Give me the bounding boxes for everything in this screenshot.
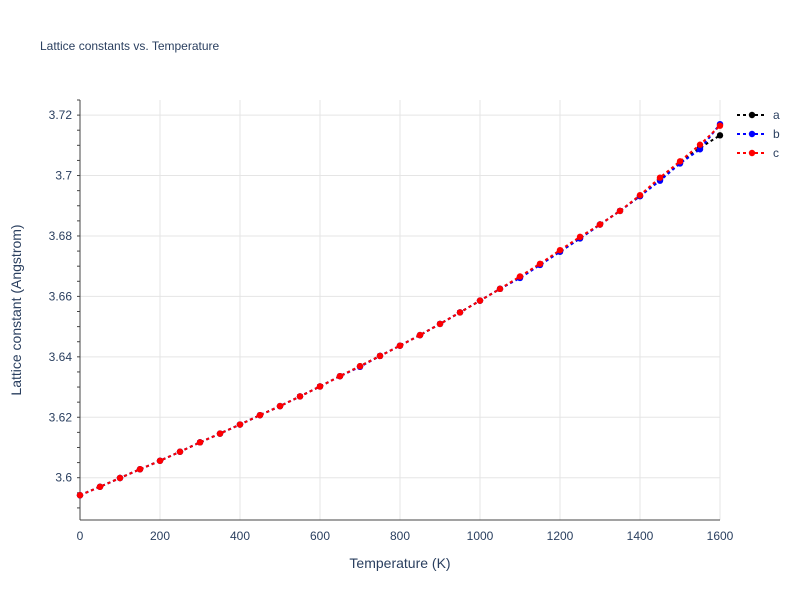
x-tick-label: 600 [310, 529, 330, 543]
y-tick-label: 3.66 [49, 289, 73, 303]
data-point-c[interactable] [316, 383, 324, 390]
data-point-c[interactable] [456, 309, 464, 316]
data-point-c[interactable] [236, 421, 244, 428]
legend-item-b[interactable]: b [737, 127, 780, 141]
data-point-c[interactable] [156, 457, 164, 464]
data-point-c[interactable] [136, 466, 144, 473]
data-point-c[interactable] [536, 260, 544, 267]
legend-swatch-marker [748, 130, 756, 138]
data-point-c[interactable] [76, 492, 84, 499]
data-point-c[interactable] [556, 246, 564, 254]
x-tick-label: 200 [150, 529, 170, 543]
data-point-c[interactable] [196, 439, 204, 446]
y-tick-label: 3.72 [49, 108, 73, 122]
x-tick-label: 1400 [627, 529, 654, 543]
data-point-c[interactable] [636, 191, 644, 199]
x-tick-label: 1600 [707, 529, 734, 543]
data-point-c[interactable] [256, 411, 264, 419]
legend-swatch-marker [748, 111, 756, 119]
legend-swatch-marker [748, 149, 756, 157]
x-tick-label: 0 [77, 529, 84, 543]
data-point-c[interactable] [96, 483, 104, 490]
x-tick-label: 1200 [547, 529, 574, 543]
grid [80, 100, 721, 520]
data-point-c[interactable] [116, 474, 124, 482]
data-point-c[interactable] [436, 320, 444, 328]
data-point-c[interactable] [696, 141, 704, 148]
y-tick-label: 3.7 [55, 169, 72, 183]
y-tick-label: 3.6 [55, 471, 72, 485]
series-layer [76, 120, 724, 499]
axes: 0 200 400 600 800 1000 1200 1400 1600 3.6 3.62 3.64… [49, 99, 734, 543]
data-point-c[interactable] [376, 352, 384, 360]
data-point-c[interactable] [356, 363, 364, 370]
data-point-c[interactable] [476, 297, 484, 304]
data-point-c[interactable] [596, 221, 604, 228]
x-tick-label: 1000 [467, 529, 494, 543]
chart-title: Lattice constants vs. Temperature [40, 39, 220, 53]
legend-label: b [773, 127, 780, 141]
y-tick-label: 3.64 [49, 350, 73, 364]
y-axis-label: Lattice constant (Angstrom) [8, 224, 24, 395]
legend[interactable]: abc [737, 108, 780, 160]
data-point-c[interactable] [616, 207, 624, 215]
legend-label: a [773, 108, 780, 122]
data-point-c[interactable] [656, 174, 664, 181]
series-line-c [79, 124, 721, 497]
data-point-c[interactable] [176, 448, 184, 455]
data-point-c[interactable] [296, 393, 304, 400]
data-point-c[interactable] [496, 285, 504, 293]
x-tick-label: 400 [230, 529, 250, 543]
data-point-c[interactable] [216, 430, 224, 437]
legend-label: c [773, 146, 779, 160]
x-axis-label: Temperature (K) [349, 555, 450, 571]
y-tick-label: 3.62 [49, 410, 73, 424]
data-point-c[interactable] [716, 122, 724, 129]
x-tick-label: 800 [390, 529, 410, 543]
data-point-c[interactable] [396, 342, 404, 349]
data-point-a[interactable] [716, 132, 724, 139]
data-point-c[interactable] [516, 273, 524, 280]
data-point-c[interactable] [276, 402, 284, 410]
data-point-c[interactable] [416, 331, 424, 339]
data-point-c[interactable] [336, 372, 344, 380]
y-tick-label: 3.68 [49, 229, 73, 243]
data-point-c[interactable] [576, 233, 584, 241]
legend-item-a[interactable]: a [737, 108, 780, 122]
data-point-c[interactable] [676, 158, 684, 165]
data-point-b[interactable] [696, 146, 704, 153]
legend-item-c[interactable]: c [737, 146, 779, 160]
series-c [76, 122, 724, 499]
